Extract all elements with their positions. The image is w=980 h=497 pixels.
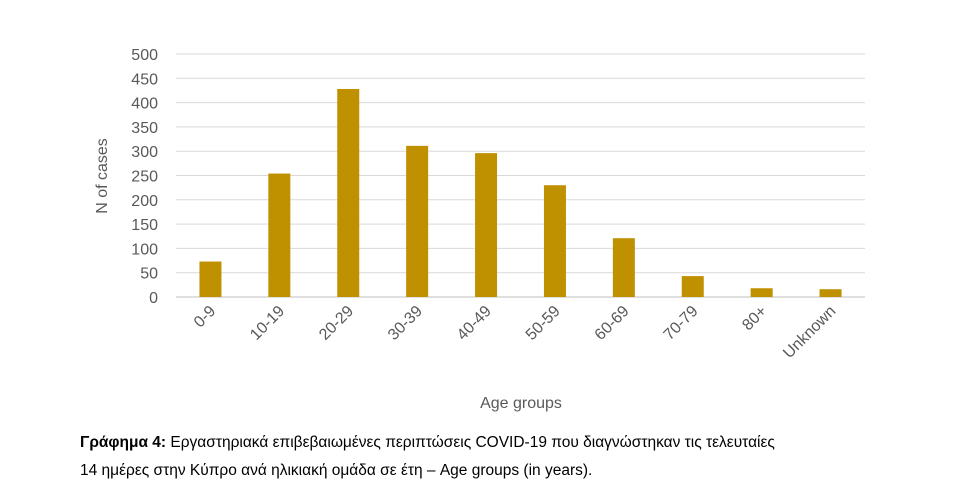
bar-50-59 bbox=[543, 185, 566, 297]
bar-20-29 bbox=[337, 88, 360, 297]
y-tick-label: 0 bbox=[149, 290, 158, 307]
x-tick-label: 70-79 bbox=[661, 303, 702, 344]
y-tick-label: 150 bbox=[131, 217, 158, 234]
figure-caption-line-2: 14 ημέρες στην Κύπρο ανά ηλικιακή ομάδα … bbox=[80, 462, 593, 479]
bars bbox=[199, 88, 842, 297]
figure-caption-label: Γράφημα 4: bbox=[80, 434, 167, 451]
bar-70-79 bbox=[681, 276, 704, 297]
y-tick-label: 500 bbox=[131, 47, 158, 64]
x-tick-label: 20-29 bbox=[316, 303, 357, 344]
bar-unknown bbox=[819, 289, 842, 297]
figure-caption-text: Εργαστηριακά επιβεβαιωμένες περιπτώσεις … bbox=[170, 434, 775, 451]
x-tick-label: 60-69 bbox=[592, 303, 633, 344]
x-tick-label: Unknown bbox=[780, 303, 839, 362]
y-tick-label: 250 bbox=[131, 169, 158, 186]
y-tick-label: 350 bbox=[131, 120, 158, 137]
y-axis-label: N of cases bbox=[94, 138, 111, 214]
y-tick-label: 450 bbox=[131, 71, 158, 88]
x-tick-label: 80+ bbox=[739, 303, 770, 334]
y-tick-label: 400 bbox=[131, 96, 158, 113]
x-tick-label: 50-59 bbox=[523, 303, 564, 344]
x-tick-label: 10-19 bbox=[247, 303, 288, 344]
bar-0-9 bbox=[199, 261, 222, 297]
x-tick-label: 0-9 bbox=[191, 303, 219, 331]
y-tick-label: 100 bbox=[131, 241, 158, 258]
x-tick-label: 30-39 bbox=[385, 303, 426, 344]
x-axis-ticks: 0-9 10-19 20-29 30-39 40-49 50-59 60-69 70-79 80… bbox=[191, 303, 839, 362]
y-tick-label: 200 bbox=[131, 193, 158, 210]
bar-40-49 bbox=[475, 153, 498, 297]
y-tick-label: 300 bbox=[131, 144, 158, 161]
y-axis-ticks: 0 50 100 150 200 250 300 350 400 450 500 bbox=[131, 47, 158, 307]
x-axis-label: Age groups bbox=[480, 395, 562, 412]
figure-caption-line-1: Γράφημα 4: Εργαστηριακά επιβεβαιωμένες π… bbox=[80, 433, 940, 453]
bar-80plus bbox=[750, 288, 773, 297]
bar-chart: 0 50 100 150 200 250 300 350 400 450 500 0-9 10-19 2… bbox=[94, 47, 865, 412]
bar-10-19 bbox=[268, 173, 291, 297]
x-tick-label: 40-49 bbox=[454, 303, 495, 344]
y-tick-label: 50 bbox=[140, 266, 158, 283]
gridlines bbox=[176, 53, 865, 298]
bar-30-39 bbox=[406, 145, 429, 297]
bar-60-69 bbox=[612, 238, 635, 297]
